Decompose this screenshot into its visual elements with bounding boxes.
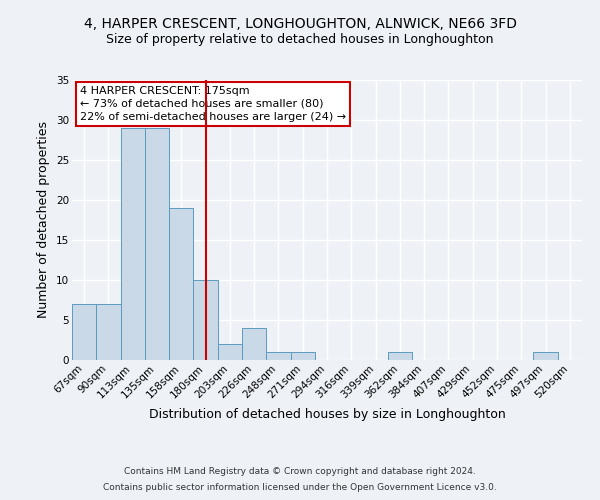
Bar: [193, 280, 218, 360]
Bar: [145, 128, 169, 360]
Bar: [121, 128, 145, 360]
Y-axis label: Number of detached properties: Number of detached properties: [37, 122, 50, 318]
Bar: [388, 352, 412, 360]
Text: Size of property relative to detached houses in Longhoughton: Size of property relative to detached ho…: [106, 32, 494, 46]
Text: 4, HARPER CRESCENT, LONGHOUGHTON, ALNWICK, NE66 3FD: 4, HARPER CRESCENT, LONGHOUGHTON, ALNWIC…: [83, 18, 517, 32]
Bar: [290, 352, 315, 360]
Bar: [218, 344, 242, 360]
Text: 4 HARPER CRESCENT: 175sqm
← 73% of detached houses are smaller (80)
22% of semi-: 4 HARPER CRESCENT: 175sqm ← 73% of detac…: [80, 86, 346, 122]
Bar: [96, 304, 121, 360]
Bar: [169, 208, 193, 360]
Text: Contains HM Land Registry data © Crown copyright and database right 2024.: Contains HM Land Registry data © Crown c…: [124, 467, 476, 476]
X-axis label: Distribution of detached houses by size in Longhoughton: Distribution of detached houses by size …: [149, 408, 505, 421]
Bar: [72, 304, 96, 360]
Text: Contains public sector information licensed under the Open Government Licence v3: Contains public sector information licen…: [103, 484, 497, 492]
Bar: [533, 352, 558, 360]
Bar: [242, 328, 266, 360]
Bar: [266, 352, 290, 360]
